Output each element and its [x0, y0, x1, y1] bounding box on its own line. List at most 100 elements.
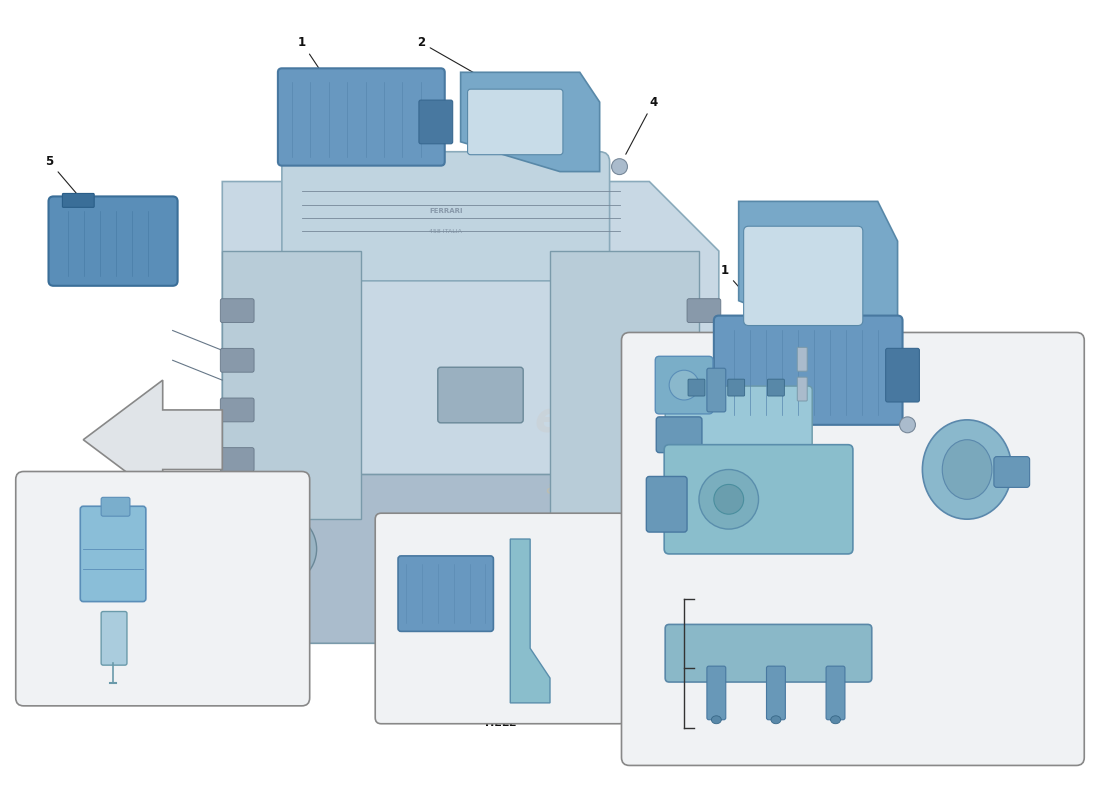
- Text: 4: 4: [914, 354, 956, 413]
- Text: 18: 18: [669, 670, 696, 683]
- Text: FERRARI: FERRARI: [429, 208, 462, 214]
- FancyBboxPatch shape: [220, 398, 254, 422]
- Text: 21: 21: [801, 405, 844, 415]
- Text: 9: 9: [1014, 541, 1055, 574]
- Ellipse shape: [714, 485, 744, 514]
- FancyBboxPatch shape: [744, 226, 862, 326]
- FancyBboxPatch shape: [218, 474, 724, 643]
- FancyBboxPatch shape: [63, 194, 95, 207]
- Text: 27: 27: [513, 651, 530, 719]
- FancyBboxPatch shape: [468, 89, 563, 154]
- Text: 14: 14: [624, 375, 667, 398]
- Polygon shape: [222, 182, 718, 618]
- FancyBboxPatch shape: [419, 100, 453, 144]
- Text: 5: 5: [45, 155, 81, 199]
- Polygon shape: [739, 202, 898, 341]
- FancyBboxPatch shape: [714, 315, 902, 425]
- FancyBboxPatch shape: [798, 347, 807, 371]
- FancyBboxPatch shape: [48, 197, 177, 286]
- Polygon shape: [510, 539, 550, 703]
- Text: 125: 125: [938, 684, 997, 712]
- FancyBboxPatch shape: [80, 506, 146, 602]
- FancyBboxPatch shape: [621, 333, 1085, 766]
- FancyBboxPatch shape: [15, 471, 310, 706]
- Text: 25: 25: [691, 557, 706, 594]
- Text: 19: 19: [669, 614, 696, 632]
- Text: 14: 14: [1019, 501, 1063, 529]
- Text: 16: 16: [669, 643, 696, 654]
- Circle shape: [900, 417, 915, 433]
- Text: 24: 24: [960, 594, 1063, 604]
- Polygon shape: [461, 72, 600, 171]
- Ellipse shape: [923, 420, 1012, 519]
- FancyBboxPatch shape: [657, 417, 702, 453]
- Ellipse shape: [565, 517, 635, 582]
- FancyBboxPatch shape: [886, 348, 920, 402]
- Ellipse shape: [943, 440, 992, 499]
- FancyBboxPatch shape: [688, 448, 720, 471]
- Circle shape: [612, 158, 627, 174]
- Ellipse shape: [228, 510, 317, 589]
- Text: 24: 24: [624, 561, 652, 584]
- Text: 7: 7: [34, 649, 102, 674]
- FancyBboxPatch shape: [994, 457, 1030, 487]
- Ellipse shape: [771, 716, 781, 724]
- Text: 23: 23: [811, 351, 844, 366]
- Text: 4: 4: [626, 95, 658, 154]
- FancyBboxPatch shape: [664, 445, 852, 554]
- Text: a passion for parts: a passion for parts: [546, 478, 714, 520]
- FancyBboxPatch shape: [666, 625, 871, 682]
- Text: 9: 9: [631, 450, 657, 465]
- FancyBboxPatch shape: [220, 348, 254, 372]
- Text: 22: 22: [624, 494, 651, 508]
- Text: 8: 8: [1013, 506, 1054, 554]
- FancyBboxPatch shape: [707, 368, 726, 412]
- Text: 20: 20: [811, 380, 844, 390]
- FancyBboxPatch shape: [278, 68, 444, 166]
- Ellipse shape: [698, 470, 759, 529]
- Ellipse shape: [830, 716, 840, 724]
- Text: 13: 13: [1020, 510, 1081, 544]
- Text: 1: 1: [298, 36, 320, 70]
- FancyBboxPatch shape: [768, 379, 784, 396]
- Polygon shape: [222, 251, 361, 519]
- Text: 12: 12: [1014, 405, 1082, 419]
- Polygon shape: [550, 251, 698, 519]
- FancyBboxPatch shape: [398, 556, 494, 631]
- FancyBboxPatch shape: [101, 611, 127, 665]
- Text: 10: 10: [828, 418, 844, 440]
- Text: 22: 22: [1020, 490, 1062, 504]
- Text: 15: 15: [789, 375, 804, 385]
- FancyBboxPatch shape: [666, 386, 812, 454]
- FancyBboxPatch shape: [101, 498, 130, 516]
- Text: 17: 17: [669, 699, 696, 713]
- Text: 458 ITALIA: 458 ITALIA: [429, 229, 462, 234]
- Text: 3: 3: [784, 214, 798, 278]
- Text: 6: 6: [34, 561, 81, 615]
- FancyBboxPatch shape: [728, 379, 745, 396]
- Text: 8: 8: [789, 350, 801, 360]
- FancyBboxPatch shape: [375, 514, 626, 724]
- FancyBboxPatch shape: [688, 348, 720, 372]
- FancyBboxPatch shape: [438, 367, 524, 423]
- Text: 11: 11: [799, 422, 814, 445]
- FancyBboxPatch shape: [656, 356, 713, 414]
- FancyBboxPatch shape: [826, 666, 845, 720]
- FancyBboxPatch shape: [707, 666, 726, 720]
- FancyBboxPatch shape: [647, 477, 688, 532]
- Ellipse shape: [712, 716, 722, 724]
- FancyBboxPatch shape: [798, 377, 807, 401]
- Text: 13: 13: [624, 355, 667, 370]
- FancyBboxPatch shape: [220, 298, 254, 322]
- Polygon shape: [84, 380, 222, 499]
- Text: 2: 2: [417, 36, 488, 81]
- Text: e  uropparts: e uropparts: [535, 399, 824, 441]
- FancyBboxPatch shape: [688, 298, 720, 322]
- FancyBboxPatch shape: [767, 666, 785, 720]
- Text: 15: 15: [761, 398, 778, 440]
- Text: 12: 12: [624, 415, 662, 434]
- Text: 26: 26: [403, 631, 430, 719]
- FancyBboxPatch shape: [688, 398, 720, 422]
- FancyBboxPatch shape: [282, 152, 609, 281]
- FancyBboxPatch shape: [220, 448, 254, 471]
